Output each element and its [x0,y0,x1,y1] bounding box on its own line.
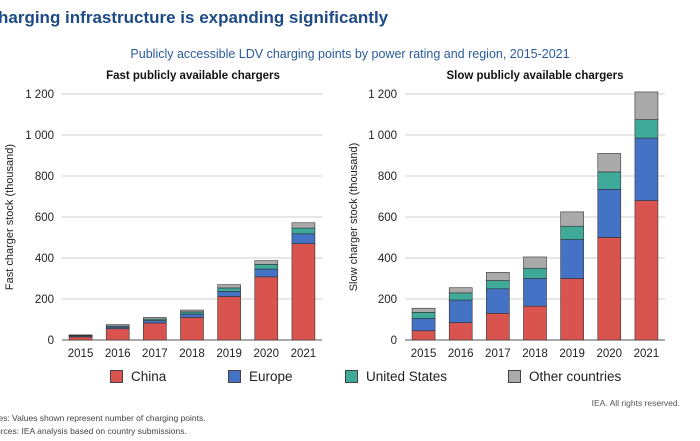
slow-y-tick-label: 800 [378,171,397,183]
slow-bar-other-countries-2015 [411,307,436,313]
slow-bar-united-states-2021 [634,119,659,139]
slow-bar-europe-2020 [597,189,622,238]
fast-x-tick-label: 2020 [253,348,279,360]
slow-bar-europe-2021 [634,137,659,201]
slow-bar-europe-2019 [560,239,584,279]
fast-y-tick-label: 1 200 [25,89,54,101]
slow-bar-china-2016 [448,322,473,341]
slow-x-tick-label: 2018 [522,348,548,360]
fast-x-tick-label: 2019 [216,348,242,360]
fast-x-tick-label: 2021 [291,348,317,360]
slow-y-tick-label: 600 [378,212,397,224]
slow-y-tick-label: 1 000 [368,130,397,142]
fast-bar-other-countries-2019 [217,284,241,289]
slow-bar-china-2015 [411,330,436,341]
fast-y-tick-label: 800 [35,171,54,183]
slow-bar-united-states-2015 [411,312,436,319]
legend-swatch-europe [228,370,241,383]
footnote-sources: urces: IEA analysis based on country sub… [0,426,187,436]
legend-item-europe: Europe [228,369,293,384]
page-title: harging infrastructure is expanding sign… [0,8,389,27]
slow-bar-other-countries-2019 [560,211,584,227]
legend-item-other-countries: Other countries [508,369,621,384]
slow-chargers-chart: 0 200 400 600 800 1 000 1 200 Slow charger stoc… [348,89,665,360]
slow-bar-other-countries-2017 [486,272,510,281]
slow-x-tick-label: 2015 [411,348,437,360]
fast-bar-other-countries-2020 [254,260,279,265]
fast-y-tick-label: 0 [48,335,54,347]
fast-y-tick-label: 600 [35,212,54,224]
legend-item-china: China [110,369,166,384]
legend-label-china: China [131,369,167,384]
fast-x-tick-label: 2016 [105,348,131,360]
fast-y-tick-label: 400 [35,253,54,265]
chart-subtitle: Publicly accessible LDV charging points … [130,47,570,61]
legend-label-europe: Europe [249,369,293,384]
fast-y-tick-label: 1 000 [25,130,54,142]
legend-label-united-states: United States [366,369,448,384]
slow-bar-china-2021 [634,200,659,341]
slow-bar-united-states-2020 [597,171,622,190]
legend-swatch-united-states [345,370,358,383]
fast-x-tick-label: 2015 [68,348,94,360]
slow-bar-china-2018 [523,305,547,341]
slow-y-tick-label: 0 [391,335,397,347]
legend: China Europe United States Other countri… [0,369,700,389]
slow-x-tick-label: 2021 [634,348,660,360]
slow-bar-europe-2015 [411,318,436,332]
slow-y-tick-label: 1 200 [368,89,397,101]
slow-bar-china-2019 [560,278,584,341]
fast-y-tick-label: 200 [35,294,54,306]
fast-bar-other-countries-2017 [143,317,167,320]
legend-label-other-countries: Other countries [529,369,622,384]
slow-bar-europe-2016 [448,299,473,323]
legend-swatch-other-countries [508,370,521,383]
fast-bar-other-countries-2016 [105,324,130,327]
slow-x-tick-label: 2019 [559,348,585,360]
credit: IEA. All rights reserved. [591,398,680,408]
fast-chargers-chart: 0 200 400 600 800 1 000 1 200 Fast charger stoc… [4,89,322,360]
slow-bar-china-2020 [597,237,622,341]
slow-y-tick-label: 400 [378,253,397,265]
slow-bar-europe-2017 [486,288,510,314]
slow-bar-other-countries-2016 [448,287,473,294]
slow-y-axis-label: Slow charger stock (thousand) [348,143,360,292]
footnote-values: tes: Values shown represent number of ch… [0,413,206,423]
fast-x-tick-label: 2017 [142,348,168,360]
fast-bar-other-countries-2018 [180,309,204,313]
slow-x-tick-label: 2017 [485,348,511,360]
slow-bar-united-states-2018 [523,267,547,279]
slow-bar-united-states-2016 [448,292,473,301]
fast-bar-other-countries-2021 [291,222,316,229]
slow-x-tick-label: 2016 [448,348,474,360]
fast-x-tick-label: 2018 [179,348,205,360]
legend-item-united-states: United States [345,369,447,384]
slow-bar-other-countries-2021 [634,91,659,120]
slow-bar-china-2017 [486,313,510,341]
fast-y-axis-label: Fast charger stock (thousand) [4,144,16,290]
legend-swatch-china [110,370,123,383]
fast-chart-title: Fast publicly available chargers [106,70,280,82]
slow-bar-europe-2018 [523,278,547,307]
slow-y-tick-label: 200 [378,294,397,306]
slow-x-tick-label: 2020 [596,348,622,360]
slow-bar-other-countries-2018 [523,256,547,269]
slow-bar-united-states-2017 [486,280,510,290]
slow-chart-title: Slow publicly available chargers [446,70,624,82]
slow-bar-other-countries-2020 [597,153,622,173]
slow-bar-united-states-2019 [560,225,584,240]
